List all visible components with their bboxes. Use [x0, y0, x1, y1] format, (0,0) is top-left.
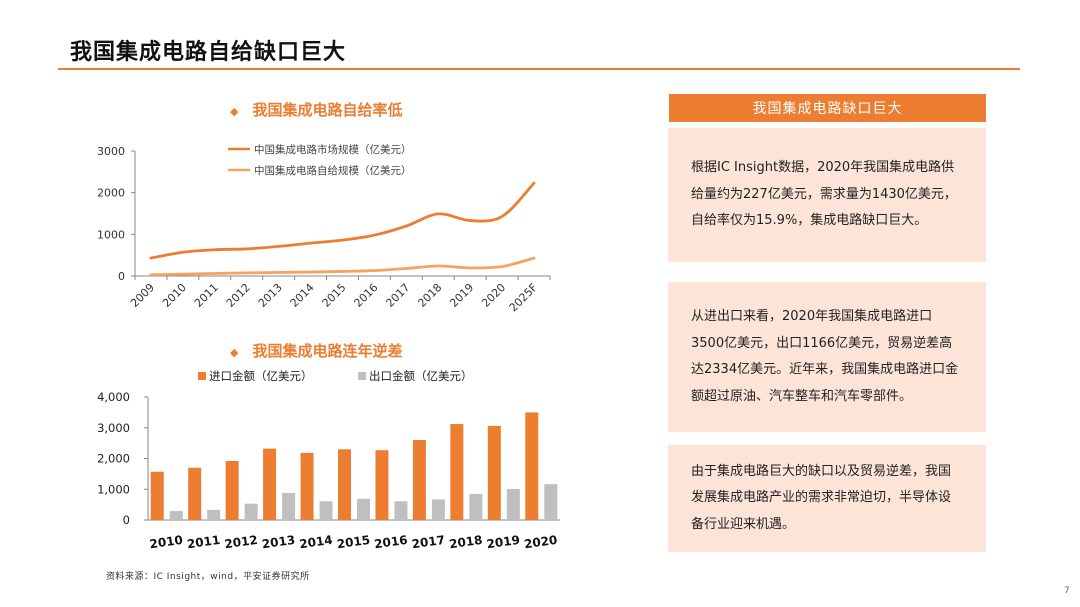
x-tick-label: 2015: [320, 281, 349, 310]
chart2-heading: ◆ 我国集成电路连年逆差: [230, 340, 402, 361]
panel-text-box-1: 根据IC Insight数据，2020年我国集成电路供给量约为227亿美元，需求…: [668, 128, 986, 262]
x-tick-label: 2018: [448, 533, 483, 552]
bar-export-2019: [506, 488, 520, 520]
series-line-0: [149, 181, 536, 260]
y-tick-label: 2,000: [97, 452, 130, 466]
legend-swatch-1: [358, 372, 366, 380]
x-tick-label: 2016: [352, 281, 381, 310]
bar-import-2018: [450, 424, 464, 520]
legend-label-0: 进口金额（亿美元）: [209, 369, 313, 383]
bar-export-2016: [394, 501, 408, 520]
bar-export-2014: [319, 501, 333, 520]
x-tick-label: 2009: [128, 281, 157, 310]
bar-import-2015: [338, 449, 351, 520]
x-tick-label: 2013: [261, 533, 296, 552]
x-tick-label: 2013: [256, 281, 285, 310]
x-tick-label: 2010: [149, 533, 184, 552]
bar-import-2017: [412, 440, 426, 520]
bar-export-2011: [207, 509, 221, 520]
bar-import-2011: [188, 467, 202, 520]
bar-import-2020: [525, 412, 539, 520]
bar-export-2020: [544, 484, 558, 520]
x-tick-label: 2020: [523, 533, 558, 552]
bar-chart: 进口金额（亿美元） 出口金额（亿美元） 0 1,000 2,000 3,000 4,000…: [97, 369, 560, 552]
y-tick-label: 3,000: [97, 421, 130, 435]
bar-chart-bars: [150, 412, 558, 520]
line-chart: 中国集成电路市场规模（亿美元） 中国集成电路自给规模（亿美元） 0 1000 2000…: [97, 143, 551, 314]
x-tick-label: 2010: [160, 281, 189, 310]
x-tick-label: 2018: [415, 281, 444, 310]
bar-import-2019: [487, 425, 501, 520]
diamond-bullet-icon: ◆: [230, 346, 239, 359]
legend-label-1: 中国集成电路自给规模（亿美元）: [254, 164, 412, 177]
x-tick-label: 2019: [486, 533, 521, 552]
panel-paragraph-2: 从进出口来看，2020年我国集成电路进口3500亿美元，出口1166亿美元，贸易…: [691, 309, 959, 404]
bar-import-2013: [263, 448, 277, 520]
line-chart-legend: 中国集成电路市场规模（亿美元） 中国集成电路自给规模（亿美元）: [228, 143, 412, 177]
bar-import-2010: [150, 471, 164, 520]
line-chart-series: [149, 181, 536, 277]
chart1-title: 我国集成电路自给率低: [252, 101, 403, 119]
bar-export-2017: [431, 499, 445, 520]
x-tick-label: 2019: [447, 281, 476, 310]
slide-title: 我国集成电路自给缺口巨大: [70, 40, 347, 65]
bar-chart-legend: 进口金额（亿美元） 出口金额（亿美元）: [198, 369, 473, 383]
panel-paragraph-3: 由于集成电路巨大的缺口以及贸易逆差，我国发展集成电路产业的需求非常迫切，半导体设…: [691, 463, 952, 532]
x-tick-label: 2025F: [507, 281, 540, 314]
bar-export-2015: [357, 498, 370, 520]
bar-export-2018: [469, 493, 483, 520]
y-tick-label: 0: [118, 270, 125, 283]
chart1-heading: ◆ 我国集成电路自给率低: [230, 99, 402, 120]
panel-text-box-2: 从进出口来看，2020年我国集成电路进口3500亿美元，出口1166亿美元，贸易…: [668, 282, 986, 432]
x-tick-label: 2012: [224, 533, 259, 552]
bar-import-2016: [375, 450, 389, 520]
page-number: 7: [1064, 586, 1070, 596]
bar-export-2012: [244, 503, 258, 520]
x-tick-label: 2014: [288, 281, 317, 310]
panel-text-box-3: 由于集成电路巨大的缺口以及贸易逆差，我国发展集成电路产业的需求非常迫切，半导体设…: [668, 445, 986, 552]
bar-export-2013: [282, 492, 296, 520]
bar-export-2010: [169, 511, 183, 520]
y-tick-label: 3000: [97, 145, 125, 158]
source-note: 资料来源：IC Insight，wind，平安证券研究所: [106, 572, 310, 582]
y-tick-label: 2000: [97, 187, 125, 200]
legend-swatch-0: [198, 372, 206, 380]
legend-label-1: 出口金额（亿美元）: [369, 369, 473, 383]
bar-import-2014: [300, 452, 314, 520]
x-tick-label: 2011: [192, 281, 221, 310]
y-tick-label: 1,000: [97, 482, 130, 496]
x-tick-label: 2012: [224, 281, 253, 310]
x-tick-label: 2014: [298, 533, 333, 552]
y-tick-label: 1000: [97, 228, 125, 241]
panel-header: 我国集成电路缺口巨大: [669, 94, 986, 122]
panel-paragraph-1: 根据IC Insight数据，2020年我国集成电路供给量约为227亿美元，需求…: [691, 160, 957, 229]
x-tick-label: 2011: [186, 533, 221, 552]
x-tick-label: 2015: [336, 533, 371, 552]
x-tick-label: 2017: [383, 281, 412, 310]
x-tick-label: 2017: [411, 533, 446, 552]
bar-import-2012: [225, 460, 239, 520]
title-divider: [58, 68, 1020, 70]
y-tick-label: 0: [123, 513, 130, 527]
y-tick-label: 4,000: [97, 390, 130, 404]
x-tick-label: 2016: [373, 533, 408, 552]
diamond-bullet-icon: ◆: [230, 105, 239, 118]
x-tick-label: 2020: [479, 281, 508, 310]
series-line-1: [149, 256, 536, 277]
chart2-title: 我国集成电路连年逆差: [252, 342, 403, 360]
legend-label-0: 中国集成电路市场规模（亿美元）: [254, 143, 412, 156]
